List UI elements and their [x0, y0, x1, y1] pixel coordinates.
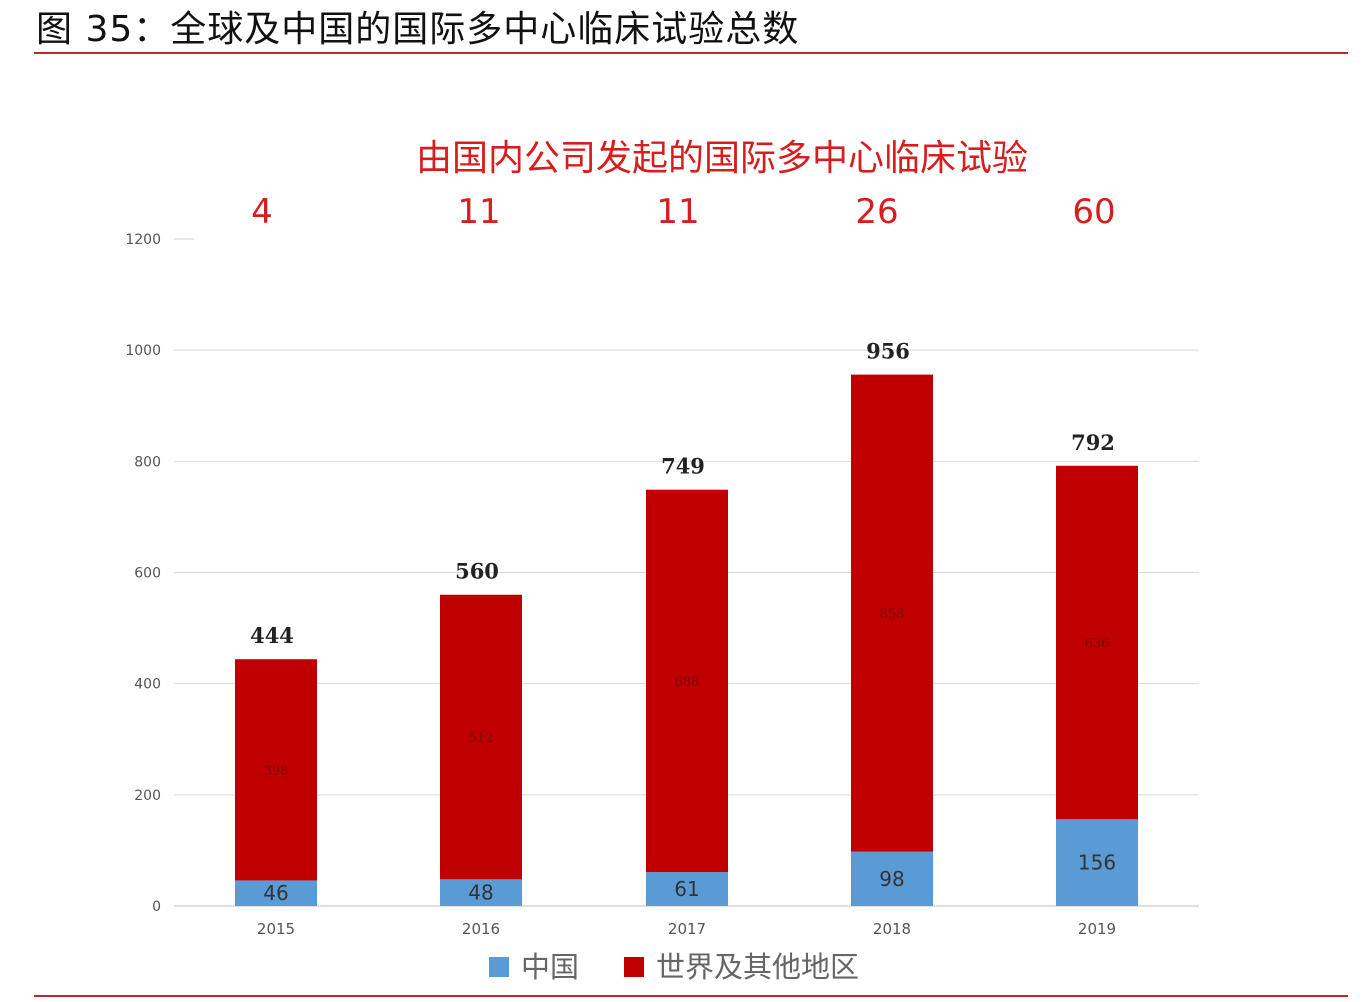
legend-swatch-world: [624, 957, 644, 977]
bar-segment-world: [646, 489, 728, 873]
y-tick-label: 0: [152, 899, 161, 915]
china-value-label: 46: [263, 881, 288, 905]
x-tick-label: 2018: [873, 920, 911, 938]
china-value-label: 48: [468, 881, 493, 905]
bar-segment-world: [851, 374, 933, 852]
china-value-label: 156: [1078, 851, 1116, 875]
y-tick-label: 600: [134, 566, 161, 582]
world-value-label: 636: [1085, 637, 1110, 652]
bar-segment-china: [851, 851, 933, 906]
y-tick-label: 1200: [125, 232, 161, 248]
total-value-label: 749: [661, 454, 705, 479]
bottom-rule: [34, 995, 1348, 997]
world-value-label: 398: [264, 764, 289, 779]
y-tick-label: 200: [134, 788, 161, 804]
china-value-label: 98: [879, 867, 904, 891]
world-value-label: 858: [880, 607, 905, 622]
bar-segment-world: [235, 659, 317, 881]
y-tick-label: 1000: [125, 343, 161, 359]
x-tick-label: 2016: [462, 920, 500, 938]
total-value-label: 560: [455, 559, 499, 584]
chart-subtitle: 由国内公司发起的国际多中心临床试验: [416, 138, 1028, 179]
bar-segment-china: [1056, 819, 1138, 906]
world-value-label: 512: [469, 731, 494, 746]
total-value-label: 956: [866, 339, 910, 364]
top-count-label: 60: [1072, 192, 1115, 232]
bar-segment-china: [440, 879, 522, 906]
x-tick-label: 2015: [257, 920, 295, 938]
top-count-label: 4: [251, 192, 273, 232]
y-tick-label: 800: [134, 454, 161, 470]
top-count-label: 11: [656, 192, 699, 232]
top-count-label: 11: [457, 192, 500, 232]
top-rule: [34, 52, 1348, 54]
world-value-label: 688: [675, 675, 700, 690]
y-tick-label: 400: [134, 677, 161, 693]
top-count-label: 26: [855, 192, 898, 232]
legend-label-world: 世界及其他地区: [656, 950, 859, 984]
legend-label-china: 中国: [521, 950, 579, 984]
bar-segment-world: [440, 594, 522, 880]
bar-segment-world: [1056, 465, 1138, 820]
bar-segment-china: [235, 880, 317, 906]
legend-swatch-china: [489, 957, 509, 977]
total-value-label: 792: [1071, 430, 1115, 455]
figure-title: 图 35：全球及中国的国际多中心临床试验总数: [36, 9, 800, 50]
bar-segment-china: [646, 872, 728, 906]
x-tick-label: 2019: [1078, 920, 1116, 938]
x-tick-label: 2017: [668, 920, 706, 938]
total-value-label: 444: [250, 623, 294, 648]
china-value-label: 61: [674, 877, 699, 901]
